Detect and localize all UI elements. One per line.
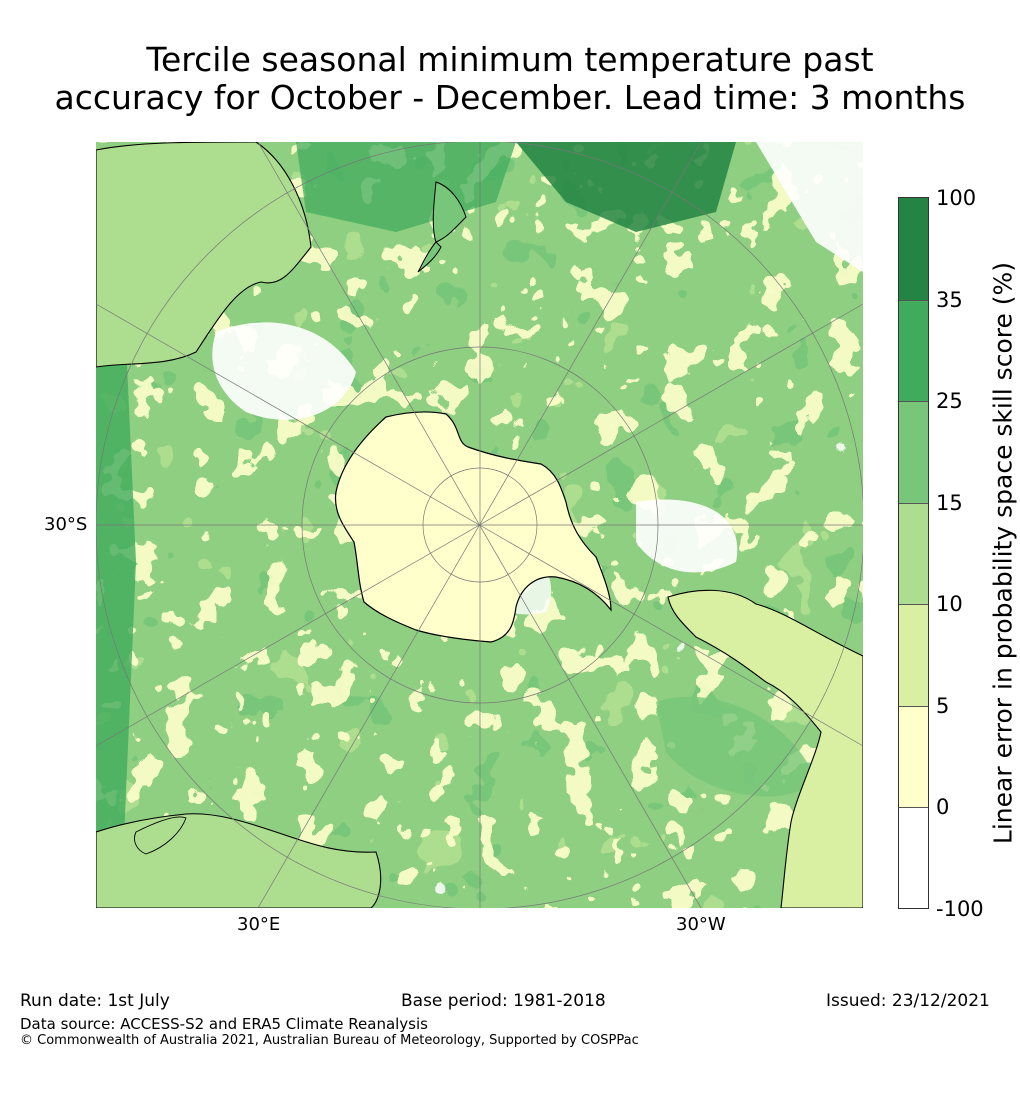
map-canvas <box>96 142 863 908</box>
new-zealand-north-island <box>432 181 467 243</box>
region-high-west <box>96 342 136 908</box>
colorbar-tick: 15 <box>936 491 963 515</box>
longitude-label-west: 30°W <box>676 914 726 935</box>
region-high-north <box>516 142 736 232</box>
colorbar-tick: -100 <box>936 897 984 921</box>
run-date: Run date: 1st July <box>20 991 170 1011</box>
graticule <box>96 142 863 908</box>
colorbar-tick: 5 <box>936 694 950 718</box>
colorbar-bin <box>899 706 928 807</box>
colorbar-bin <box>899 198 928 300</box>
australia-outline <box>96 142 312 368</box>
map-title-line1: Tercile seasonal minimum temperature pas… <box>146 40 874 79</box>
region-low-1 <box>212 322 356 420</box>
issued-date: Issued: 23/12/2021 <box>826 991 990 1011</box>
region-low-northeast <box>756 142 863 272</box>
skill-score-map <box>96 142 863 908</box>
antarctica-outline <box>334 411 612 643</box>
region-medium-southeast <box>656 696 816 797</box>
colorbar-tick: 100 <box>936 186 977 210</box>
copyright-notice: © Commonwealth of Australia 2021, Austra… <box>20 1033 639 1048</box>
colorbar-tick: 25 <box>936 389 963 413</box>
latitude-label: 30°S <box>44 514 88 535</box>
colorbar-bin <box>899 807 928 908</box>
south-america-outline <box>667 589 863 908</box>
meridian-line <box>96 303 863 747</box>
colorbar-tick: 0 <box>936 795 950 819</box>
new-zealand-south-island <box>417 241 442 273</box>
region-low-2 <box>636 499 738 573</box>
colorbar-bin <box>899 300 928 401</box>
colorbar <box>898 197 929 909</box>
colorbar-bin <box>899 503 928 604</box>
madagascar-outline <box>134 816 187 855</box>
colorbar-label: Linear error in probability space skill … <box>988 261 1018 845</box>
map-title-line2: accuracy for October - December. Lead ti… <box>54 78 966 117</box>
longitude-label-east: 30°E <box>237 914 281 935</box>
data-source: Data source: ACCESS-S2 and ERA5 Climate … <box>20 1015 428 1033</box>
base-period: Base period: 1981-2018 <box>401 991 606 1011</box>
colorbar-tick: 35 <box>936 288 963 312</box>
colorbar-bin <box>899 401 928 503</box>
colorbar-tick: 10 <box>936 592 963 616</box>
colorbar-bin <box>899 604 928 706</box>
